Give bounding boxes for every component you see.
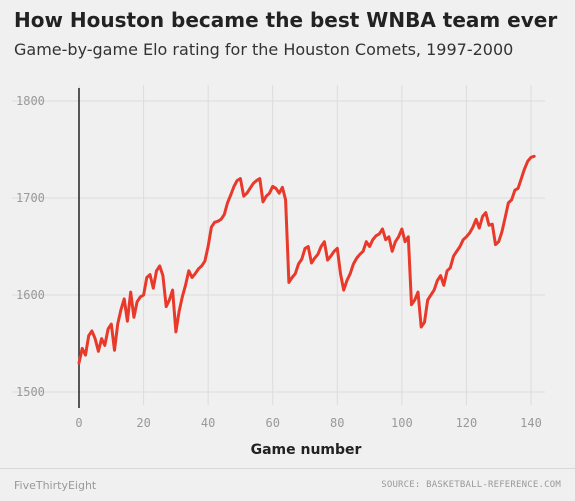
chart-grid	[12, 85, 545, 405]
y-tick-label: 1600	[16, 288, 45, 302]
y-tick-label: 1800	[16, 94, 45, 108]
x-axis-title: Game number	[251, 442, 362, 458]
series-layer	[77, 154, 536, 365]
brand-label: FiveThirtyEight	[14, 479, 97, 492]
x-tick-label: 0	[75, 416, 82, 430]
x-tick-label: 20	[136, 416, 150, 430]
y-tick-label: 1700	[16, 191, 45, 205]
x-axis-ticks: 0 20 40 60 80 100 120 140	[75, 416, 541, 430]
x-tick-label: 60	[265, 416, 279, 430]
chart-subtitle: Game-by-game Elo rating for the Houston …	[14, 40, 514, 59]
footer: FiveThirtyEight SOURCE: BASKETBALL-REFER…	[0, 468, 575, 501]
x-tick-label: 80	[330, 416, 344, 430]
y-tick-label: 1500	[16, 385, 45, 399]
chart-title: How Houston became the best WNBA team ev…	[14, 8, 558, 32]
elo-line-chart: 1500 1600 1700 1800 0 20 40 60 80 100 120 140 Game…	[12, 85, 545, 458]
x-tick-label: 40	[201, 416, 215, 430]
x-tick-label: 100	[391, 416, 413, 430]
x-tick-label: 140	[520, 416, 542, 430]
y-axis-ticks: 1500 1600 1700 1800	[16, 94, 45, 399]
series-line-0	[77, 154, 536, 365]
x-tick-label: 120	[456, 416, 478, 430]
source-label: SOURCE: BASKETBALL-REFERENCE.COM	[381, 480, 561, 490]
